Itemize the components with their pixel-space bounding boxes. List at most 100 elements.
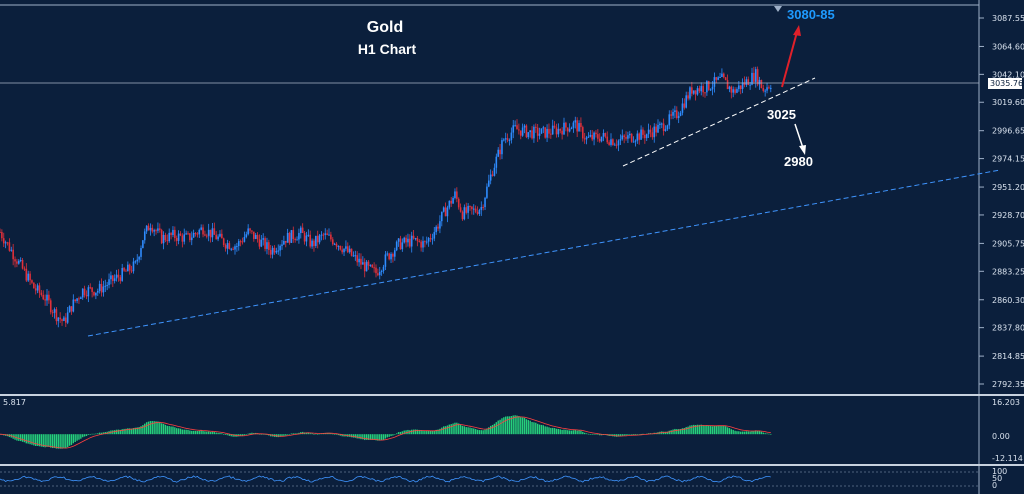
macd-bar bbox=[189, 430, 191, 435]
candle-body bbox=[474, 208, 477, 212]
candle-body bbox=[444, 207, 447, 217]
candle-body bbox=[328, 234, 330, 236]
candle-body bbox=[392, 253, 394, 257]
candle-body bbox=[709, 89, 712, 91]
macd-bar bbox=[213, 432, 216, 435]
candle-body bbox=[399, 238, 402, 250]
candle-body bbox=[734, 89, 736, 93]
candle-body bbox=[373, 267, 375, 269]
macd-bar bbox=[429, 430, 432, 435]
candle-body bbox=[219, 233, 221, 237]
candle-body bbox=[758, 79, 761, 85]
macd-bar bbox=[380, 434, 383, 441]
candle-body bbox=[610, 139, 612, 145]
macd-bar bbox=[510, 416, 513, 435]
candle-body bbox=[61, 319, 63, 321]
candle-body bbox=[676, 110, 678, 118]
price-axis: 3087.55 3064.60 3042.10 3019.60 2996.65 2974.… bbox=[979, 14, 1024, 389]
macd-bar bbox=[251, 432, 253, 435]
candle-body bbox=[394, 250, 396, 257]
price-tick-label: 2996.65 bbox=[992, 127, 1024, 136]
candle-body bbox=[130, 270, 133, 272]
macd-bar bbox=[113, 430, 116, 435]
macd-bar bbox=[386, 434, 388, 438]
scroll-marker-icon[interactable] bbox=[774, 6, 782, 12]
candle-body bbox=[10, 249, 13, 251]
candle-body bbox=[488, 180, 490, 187]
macd-bar bbox=[354, 434, 357, 438]
candle-body bbox=[31, 280, 33, 283]
candle-body bbox=[19, 260, 22, 262]
candle-body bbox=[183, 234, 186, 242]
macd-bar bbox=[341, 434, 343, 437]
macd-bar bbox=[313, 434, 315, 435]
macd-bar bbox=[217, 432, 219, 435]
macd-bar bbox=[486, 428, 488, 435]
candle-body bbox=[422, 241, 424, 248]
candle-body bbox=[311, 240, 313, 247]
candle-body bbox=[743, 82, 746, 85]
candle-body bbox=[683, 103, 686, 108]
candle-body bbox=[234, 246, 236, 250]
candle-body bbox=[296, 239, 298, 241]
macd-bar bbox=[33, 434, 35, 446]
price-tick-label: 2814.85 bbox=[992, 352, 1024, 361]
candle-body bbox=[629, 133, 631, 136]
macd-bar bbox=[46, 434, 48, 447]
candle-body bbox=[753, 72, 755, 82]
candle-body bbox=[698, 88, 701, 92]
macd-bar bbox=[553, 428, 556, 435]
candle-body bbox=[46, 294, 48, 301]
candle-body bbox=[51, 312, 54, 314]
macd-bar bbox=[634, 434, 637, 436]
candle-body bbox=[482, 206, 484, 208]
candle-body bbox=[557, 128, 560, 135]
candle-body bbox=[484, 197, 486, 208]
macd-bar bbox=[525, 419, 528, 435]
macd-bar bbox=[142, 425, 144, 435]
macd-bar bbox=[533, 422, 535, 435]
candle-body bbox=[254, 234, 257, 239]
macd-bar bbox=[749, 431, 751, 435]
macd-bar bbox=[379, 434, 381, 441]
candle-body bbox=[155, 230, 157, 232]
macd-bar bbox=[442, 426, 445, 435]
candle-body bbox=[523, 125, 526, 128]
macd-bar bbox=[591, 434, 593, 435]
candle-body bbox=[245, 234, 248, 237]
candle-body bbox=[29, 273, 31, 281]
candle-body bbox=[531, 130, 533, 139]
macd-bar bbox=[756, 430, 759, 435]
macd-bar bbox=[358, 434, 360, 439]
macd-bar bbox=[696, 424, 699, 435]
candle-body bbox=[315, 235, 317, 246]
long-trendline bbox=[87, 169, 1001, 337]
macd-bar bbox=[600, 434, 603, 436]
candle-body bbox=[651, 132, 654, 138]
macd-bar bbox=[36, 434, 39, 446]
candle-body bbox=[91, 287, 93, 292]
candle-body bbox=[140, 248, 142, 257]
macd-bar bbox=[125, 428, 127, 435]
candle-body bbox=[403, 237, 405, 243]
candle-body bbox=[739, 85, 742, 89]
macd-bar bbox=[29, 434, 31, 445]
macd-bar bbox=[516, 415, 518, 435]
macd-bar bbox=[364, 434, 366, 441]
candle-body bbox=[721, 73, 723, 78]
macd-bar bbox=[371, 434, 373, 440]
macd-bar bbox=[121, 429, 123, 435]
candle-body bbox=[170, 232, 172, 236]
candle-body bbox=[2, 238, 5, 244]
candle-body bbox=[76, 298, 78, 302]
macd-bar bbox=[484, 429, 486, 435]
candle-body bbox=[732, 89, 734, 93]
macd-bar bbox=[360, 434, 362, 440]
candle-body bbox=[89, 287, 92, 289]
macd-bar bbox=[740, 431, 742, 435]
candle-body bbox=[288, 232, 291, 243]
candle-body bbox=[241, 241, 244, 243]
candle-body bbox=[472, 208, 475, 210]
current-price-tag: 3035.76 bbox=[990, 79, 1023, 88]
candle-body bbox=[401, 242, 404, 250]
